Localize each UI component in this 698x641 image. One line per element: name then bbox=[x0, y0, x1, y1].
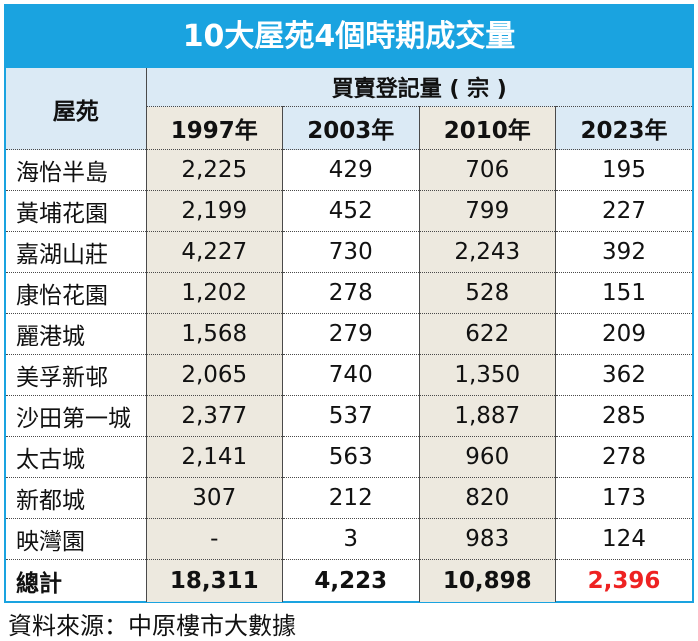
table-cell: 173 bbox=[555, 477, 692, 519]
transactions-table: 屋苑 買賣登記量 ( 宗 ) 1997年 2003年 2010年 2023年 海怡半島… bbox=[6, 68, 692, 602]
table-cell: 2,141 bbox=[146, 436, 283, 478]
year-header-row: 1997年 2003年 2010年 2023年 bbox=[6, 106, 692, 150]
table-row: 嘉湖山莊 4,227 730 2,243 392 bbox=[6, 231, 692, 273]
table-cell: 4,227 bbox=[146, 231, 283, 273]
estate-header: 屋苑 bbox=[6, 68, 147, 150]
table-cell: 2,199 bbox=[146, 190, 283, 232]
table-cell: 3 bbox=[282, 518, 420, 560]
table-cell: 622 bbox=[419, 313, 556, 355]
chart-title: 10大屋苑4個時期成交量 bbox=[6, 6, 692, 68]
table-row: 海怡半島 2,225 429 706 195 bbox=[6, 149, 692, 191]
table-cell: 278 bbox=[555, 436, 692, 478]
table-row: 新都城 307 212 820 173 bbox=[6, 477, 692, 519]
table-cell: 429 bbox=[282, 149, 420, 191]
estate-name: 海怡半島 bbox=[6, 149, 147, 191]
estate-name: 美孚新邨 bbox=[6, 354, 147, 396]
table-cell: 452 bbox=[282, 190, 420, 232]
table-cell: 528 bbox=[419, 272, 556, 314]
source-note: 資料來源：中原樓市大數據 bbox=[8, 612, 296, 640]
estate-name: 麗港城 bbox=[6, 313, 147, 355]
table-cell: 212 bbox=[282, 477, 420, 519]
year-header: 1997年 bbox=[146, 106, 283, 150]
table-cell: 1,350 bbox=[419, 354, 556, 396]
estate-name: 新都城 bbox=[6, 477, 147, 519]
estate-name: 映灣園 bbox=[6, 518, 147, 560]
table-cell: 730 bbox=[282, 231, 420, 273]
table-body: 海怡半島 2,225 429 706 195 黃埔花園 2,199 452 799 227 嘉湖山莊… bbox=[6, 149, 692, 602]
total-row: 總計 18,311 4,223 10,898 2,396 bbox=[6, 559, 692, 602]
table-cell: 362 bbox=[555, 354, 692, 396]
estate-name: 太古城 bbox=[6, 436, 147, 478]
table-cell: 151 bbox=[555, 272, 692, 314]
table-cell: 563 bbox=[282, 436, 420, 478]
estate-name: 嘉湖山莊 bbox=[6, 231, 147, 273]
year-header: 2003年 bbox=[282, 106, 420, 150]
table-cell: 1,568 bbox=[146, 313, 283, 355]
total-value: 18,311 bbox=[146, 559, 283, 602]
table-cell: 2,065 bbox=[146, 354, 283, 396]
total-value: 2,396 bbox=[587, 568, 661, 594]
table-cell: - bbox=[146, 518, 283, 560]
total-value: 10,898 bbox=[419, 559, 556, 602]
estate-name: 黃埔花園 bbox=[6, 190, 147, 232]
table-frame: 10大屋苑4個時期成交量 屋苑 買賣登記量 ( 宗 ) 1997年 2003年 20… bbox=[4, 4, 694, 603]
estate-name: 康怡花園 bbox=[6, 272, 147, 314]
table-cell: 392 bbox=[555, 231, 692, 273]
table-cell: 279 bbox=[282, 313, 420, 355]
table-cell: 740 bbox=[282, 354, 420, 396]
table-row: 沙田第一城 2,377 537 1,887 285 bbox=[6, 395, 692, 437]
table-cell: 227 bbox=[555, 190, 692, 232]
group-header: 買賣登記量 ( 宗 ) bbox=[146, 68, 692, 107]
table-cell: 2,225 bbox=[146, 149, 283, 191]
table-cell: 307 bbox=[146, 477, 283, 519]
total-label: 總計 bbox=[6, 559, 147, 602]
table-cell: 124 bbox=[555, 518, 692, 560]
table-row: 太古城 2,141 563 960 278 bbox=[6, 436, 692, 478]
total-value: 4,223 bbox=[282, 559, 420, 602]
table-cell: 1,887 bbox=[419, 395, 556, 437]
table-cell: 983 bbox=[419, 518, 556, 560]
table-cell: 706 bbox=[419, 149, 556, 191]
table-cell: 960 bbox=[419, 436, 556, 478]
table-row: 美孚新邨 2,065 740 1,350 362 bbox=[6, 354, 692, 396]
table-cell: 537 bbox=[282, 395, 420, 437]
year-header: 2010年 bbox=[419, 106, 556, 150]
table-cell: 285 bbox=[555, 395, 692, 437]
table-cell: 1,202 bbox=[146, 272, 283, 314]
table-cell: 2,377 bbox=[146, 395, 283, 437]
table-row: 麗港城 1,568 279 622 209 bbox=[6, 313, 692, 355]
table-cell: 209 bbox=[555, 313, 692, 355]
table-row: 康怡花園 1,202 278 528 151 bbox=[6, 272, 692, 314]
table-cell: 195 bbox=[555, 149, 692, 191]
table-cell: 799 bbox=[419, 190, 556, 232]
table-cell: 2,243 bbox=[419, 231, 556, 273]
table-cell: 278 bbox=[282, 272, 420, 314]
table-row: 黃埔花園 2,199 452 799 227 bbox=[6, 190, 692, 232]
estate-name: 沙田第一城 bbox=[6, 395, 147, 437]
table-cell: 820 bbox=[419, 477, 556, 519]
year-header: 2023年 bbox=[555, 106, 692, 150]
table-row: 映灣園 -3 983 124 bbox=[6, 518, 692, 560]
